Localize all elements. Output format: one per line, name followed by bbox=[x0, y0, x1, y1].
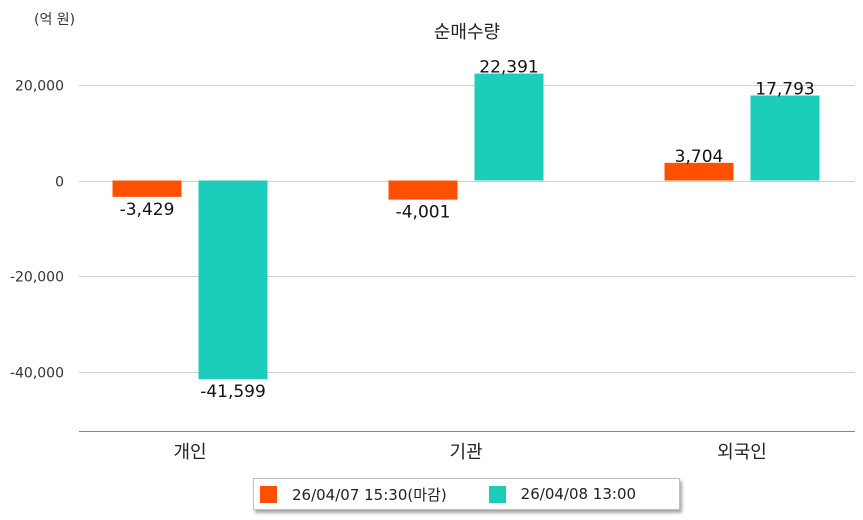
bar-개인-series-1[interactable] bbox=[112, 180, 182, 197]
legend-swatch-series-2 bbox=[488, 485, 506, 503]
bar-외국인-series-2[interactable] bbox=[750, 95, 820, 181]
bar-기관-series-1[interactable] bbox=[388, 180, 458, 200]
legend-label-series-1: 26/04/07 15:30(마감) bbox=[292, 485, 447, 504]
bar-value-label: -3,429 bbox=[120, 200, 175, 220]
y-tick-label: 0 bbox=[55, 175, 64, 191]
x-tick-label: 외국인 bbox=[717, 442, 767, 463]
bar-value-label: 17,793 bbox=[755, 80, 814, 100]
bar-value-label: 3,704 bbox=[675, 147, 724, 167]
legend-item-series-2[interactable]: 26/04/08 13:00 bbox=[488, 485, 637, 503]
unit-label: (억 원) bbox=[34, 12, 76, 28]
gridlines bbox=[79, 85, 855, 432]
bar-value-label: 22,391 bbox=[479, 58, 538, 78]
bar-개인-series-2[interactable] bbox=[198, 180, 268, 380]
legend-label-series-2: 26/04/08 13:00 bbox=[520, 485, 637, 503]
y-tick-label: -20,000 bbox=[10, 270, 64, 286]
y-tick-label: 20,000 bbox=[15, 79, 64, 95]
data-labels: -3,429 -4,001 3,704 -41,599 22,391 17,793 bbox=[120, 58, 815, 403]
legend-item-series-1[interactable]: 26/04/07 15:30(마감) bbox=[260, 484, 447, 505]
y-tick-label: -40,000 bbox=[10, 366, 64, 382]
chart-title: 순매수량 bbox=[433, 22, 501, 43]
legend-swatch-series-1 bbox=[260, 485, 277, 503]
x-tick-label: 기관 bbox=[449, 442, 482, 463]
bar-value-label: -41,599 bbox=[200, 382, 266, 402]
y-axis-ticks: 20,000 0 -20,000 -40,000 bbox=[10, 79, 64, 382]
x-axis-ticks: 개인 기관 외국인 bbox=[173, 442, 766, 463]
bar-기관-series-2[interactable] bbox=[474, 73, 544, 181]
bar-value-label: -4,001 bbox=[396, 203, 451, 223]
legend: 26/04/07 15:30(마감) 26/04/08 13:00 bbox=[253, 478, 680, 510]
bars bbox=[112, 73, 820, 380]
x-tick-label: 개인 bbox=[173, 442, 206, 463]
bar-외국인-series-1[interactable] bbox=[664, 162, 734, 181]
